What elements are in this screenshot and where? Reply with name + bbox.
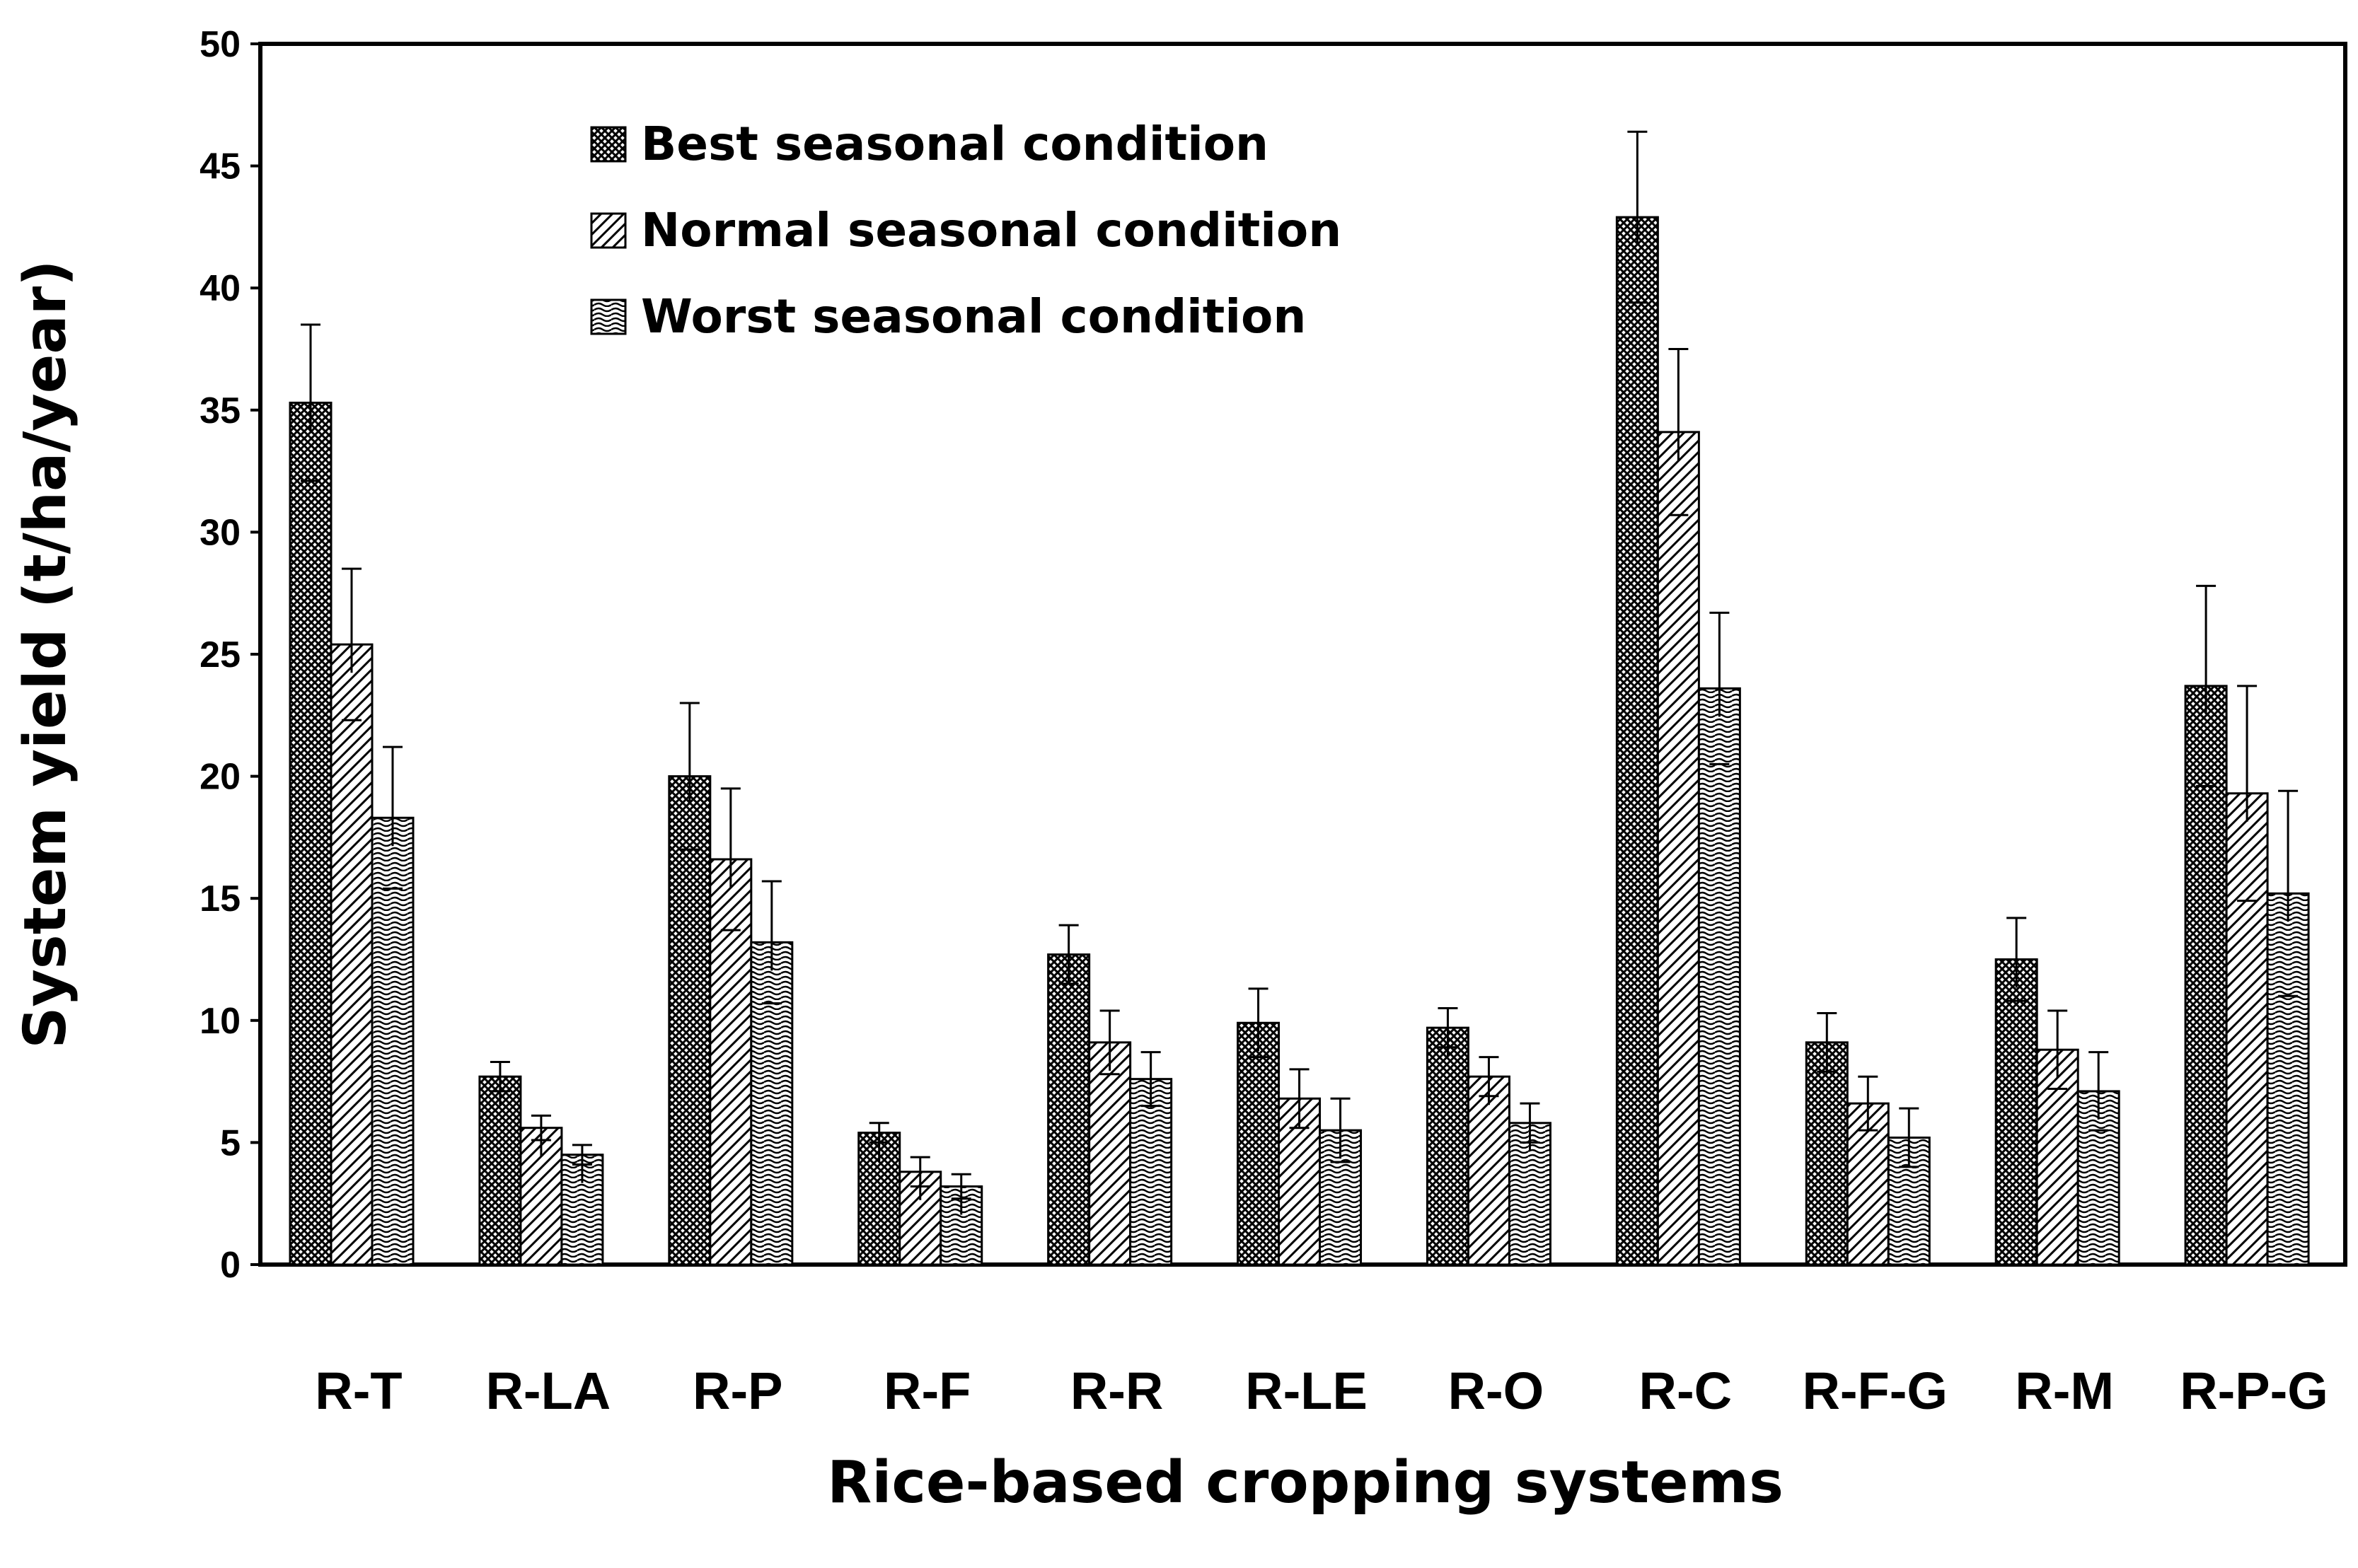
bar-R-T-crosshatch bbox=[289, 401, 333, 1266]
bar-R-C-diagonal bbox=[1656, 431, 1700, 1266]
bar-R-R-diagonal bbox=[1088, 1041, 1132, 1266]
bar-R-O-crosshatch bbox=[1426, 1026, 1469, 1266]
x-tick-label: R-F bbox=[884, 1361, 971, 1420]
legend-label: Worst seasonal condition bbox=[641, 289, 1306, 344]
bar-R-P-wave bbox=[750, 941, 794, 1266]
x-tick-label: R-O bbox=[1448, 1361, 1544, 1420]
bar-R-P-G-diagonal bbox=[2225, 792, 2269, 1266]
legend-label: Normal seasonal condition bbox=[641, 203, 1341, 257]
bar-R-T-wave bbox=[371, 816, 415, 1266]
error-bars bbox=[301, 130, 2299, 1215]
bar-R-M-crosshatch bbox=[1994, 958, 2038, 1266]
x-tick-label: R-LE bbox=[1245, 1361, 1368, 1420]
y-tick-label: 20 bbox=[200, 757, 241, 798]
bar-R-P-G-wave bbox=[2266, 892, 2310, 1266]
y-tick-label: 25 bbox=[200, 634, 241, 675]
y-tick-label: 45 bbox=[200, 146, 241, 187]
x-tick-label: R-F-G bbox=[1802, 1361, 1948, 1420]
x-tick-label: R-M bbox=[2015, 1361, 2114, 1420]
legend-swatch-diagonal bbox=[590, 212, 627, 249]
bar-R-P-diagonal bbox=[709, 858, 753, 1266]
bar-R-M-diagonal bbox=[2035, 1048, 2079, 1266]
x-axis-title: Rice-based cropping systems bbox=[827, 1449, 1784, 1516]
bar-R-T-diagonal bbox=[330, 643, 374, 1266]
legend-label: Best seasonal condition bbox=[641, 117, 1268, 171]
y-tick-label: 10 bbox=[200, 1001, 241, 1042]
y-tick-label: 35 bbox=[200, 390, 241, 431]
bar-R-F-G-crosshatch bbox=[1805, 1041, 1849, 1266]
x-tick-label: R-R bbox=[1070, 1361, 1164, 1420]
y-tick-label: 40 bbox=[200, 268, 241, 309]
y-tick-label: 30 bbox=[200, 512, 241, 553]
x-tick-label: R-P-G bbox=[2180, 1361, 2328, 1420]
y-axis-title: System yield (t/ha/year) bbox=[12, 260, 79, 1048]
x-axis-labels: R-T R-LA R-P R-F R-R R-LE R-O R-C R-F-G R-M R-P-G bbox=[315, 1361, 2328, 1420]
y-tick-label: 0 bbox=[220, 1245, 241, 1286]
x-tick-label: R-C bbox=[1639, 1361, 1733, 1420]
bar-R-F-G-wave bbox=[1887, 1136, 1931, 1266]
legend-swatch-crosshatch bbox=[590, 126, 627, 163]
y-tick-label: 5 bbox=[220, 1122, 241, 1163]
legend: Best seasonal condition Normal seasonal c… bbox=[590, 117, 1341, 344]
bar-R-LE-crosshatch bbox=[1237, 1021, 1281, 1266]
bar-R-P-G-crosshatch bbox=[2184, 685, 2228, 1266]
legend-swatch-wave bbox=[590, 298, 627, 335]
y-axis: 0 5 10 15 20 25 30 35 40 45 50 bbox=[200, 24, 260, 1286]
x-tick-label: R-P bbox=[693, 1361, 782, 1420]
y-tick-label: 15 bbox=[200, 878, 241, 919]
x-tick-label: R-T bbox=[315, 1361, 402, 1420]
bar-R-C-crosshatch bbox=[1615, 216, 1659, 1266]
bars bbox=[289, 216, 2310, 1266]
bar-R-R-crosshatch bbox=[1047, 953, 1091, 1266]
bar-R-P-crosshatch bbox=[668, 775, 712, 1266]
y-tick-label: 50 bbox=[200, 24, 241, 65]
x-tick-label: R-LA bbox=[485, 1361, 611, 1420]
bar-R-C-wave bbox=[1697, 687, 1741, 1266]
